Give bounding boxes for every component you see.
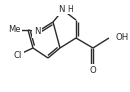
- Text: N: N: [58, 6, 65, 15]
- Text: O: O: [90, 66, 96, 75]
- Text: Me: Me: [8, 25, 20, 34]
- Text: H: H: [67, 5, 73, 14]
- Text: Cl: Cl: [14, 51, 22, 60]
- Text: N: N: [34, 28, 40, 37]
- Text: OH: OH: [115, 33, 128, 43]
